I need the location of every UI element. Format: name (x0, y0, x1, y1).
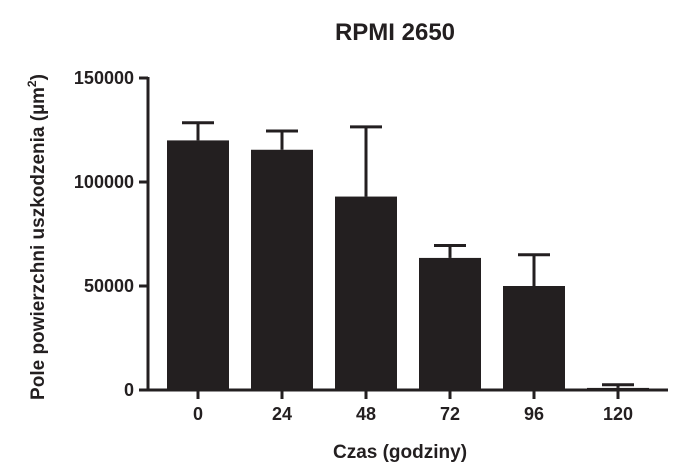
y-tick-label: 150000 (74, 68, 134, 88)
x-tick-label: 48 (356, 404, 376, 424)
chart-title: RPMI 2650 (335, 19, 455, 46)
axes (146, 77, 668, 392)
y-ticks: 0 50000 100000 150000 (74, 68, 148, 400)
bar-0 (167, 140, 229, 390)
bar-72 (419, 257, 481, 390)
bar-96 (503, 286, 565, 390)
y-axis-title-suffix: ) (28, 74, 49, 80)
y-tick-label: 100000 (74, 172, 134, 192)
x-tick-label: 0 (193, 404, 203, 424)
x-ticks: 0 24 48 72 96 120 (193, 390, 633, 424)
x-tick-label: 24 (272, 404, 292, 424)
svg-text:Pole powierzchni uszkodzenia (: Pole powierzchni uszkodzenia (µm2) (25, 74, 49, 400)
bar-120 (587, 387, 649, 390)
x-axis-title: Czas (godziny) (333, 442, 467, 463)
bar-48 (335, 196, 397, 390)
y-axis-title-unit: µm (28, 87, 49, 115)
y-axis-title-superscript: 2 (25, 80, 39, 87)
bar-24 (251, 149, 313, 390)
y-axis-title: Pole powierzchni uszkodzenia (µm2) (25, 74, 49, 400)
x-tick-label: 72 (440, 404, 460, 424)
x-tick-label: 120 (603, 404, 633, 424)
x-tick-label: 96 (524, 404, 544, 424)
error-bars (182, 121, 634, 388)
bars (167, 140, 649, 390)
y-tick-label: 50000 (84, 276, 134, 296)
y-axis-title-prefix: Pole powierzchni uszkodzenia ( (28, 114, 49, 400)
y-tick-label: 0 (124, 380, 134, 400)
